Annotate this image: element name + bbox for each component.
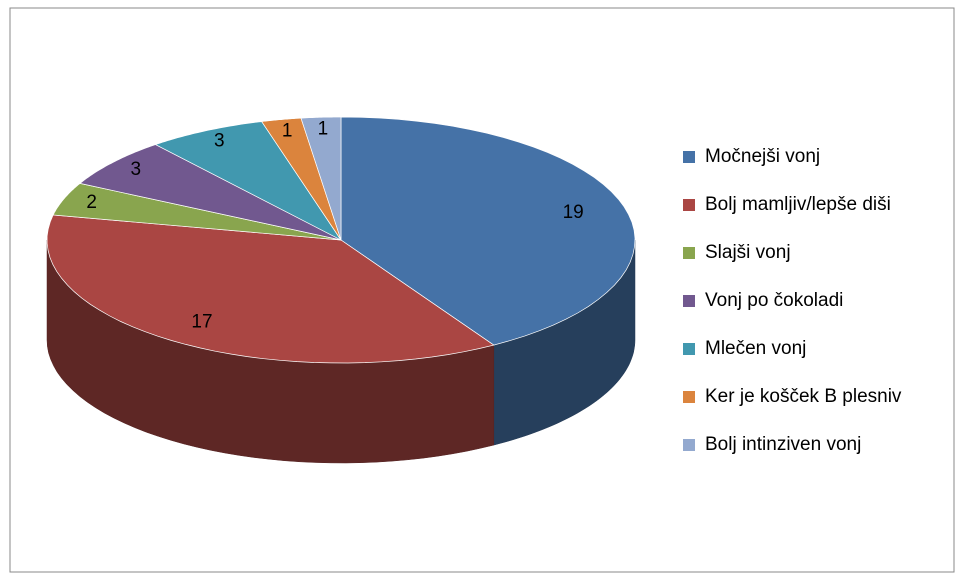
- legend-swatch: [683, 247, 695, 259]
- pie-slice: [300, 116, 342, 241]
- legend-swatch: [683, 295, 695, 307]
- legend-swatch: [683, 343, 695, 355]
- legend-swatch: [683, 391, 695, 403]
- pie-slice: [340, 116, 636, 346]
- legend-label: Bolj mamljiv/lepše diši: [705, 194, 891, 215]
- data-label: 2: [86, 192, 97, 213]
- legend-label: Ker je košček B plesniv: [705, 386, 902, 407]
- legend-swatch: [683, 151, 695, 163]
- data-label: 19: [563, 202, 584, 223]
- legend-label: Vonj po čokoladi: [705, 290, 843, 311]
- data-label: 1: [282, 121, 293, 142]
- legend-label: Slajši vonj: [705, 242, 791, 263]
- legend-label: Mlečen vonj: [705, 338, 806, 359]
- pie-slice: [261, 117, 342, 241]
- data-label: 17: [191, 311, 212, 332]
- pie-slice: [79, 144, 342, 241]
- pie-slice: [46, 214, 495, 364]
- legend-label: Močnejši vonj: [705, 146, 820, 167]
- data-label: 1: [318, 119, 329, 140]
- data-label: 3: [214, 131, 225, 152]
- legend-swatch: [683, 199, 695, 211]
- pie-slice: [154, 121, 343, 241]
- data-label: 3: [130, 159, 141, 180]
- pie-slice: [52, 183, 342, 241]
- legend-swatch: [683, 439, 695, 451]
- legend-label: Bolj intinziven vonj: [705, 434, 861, 455]
